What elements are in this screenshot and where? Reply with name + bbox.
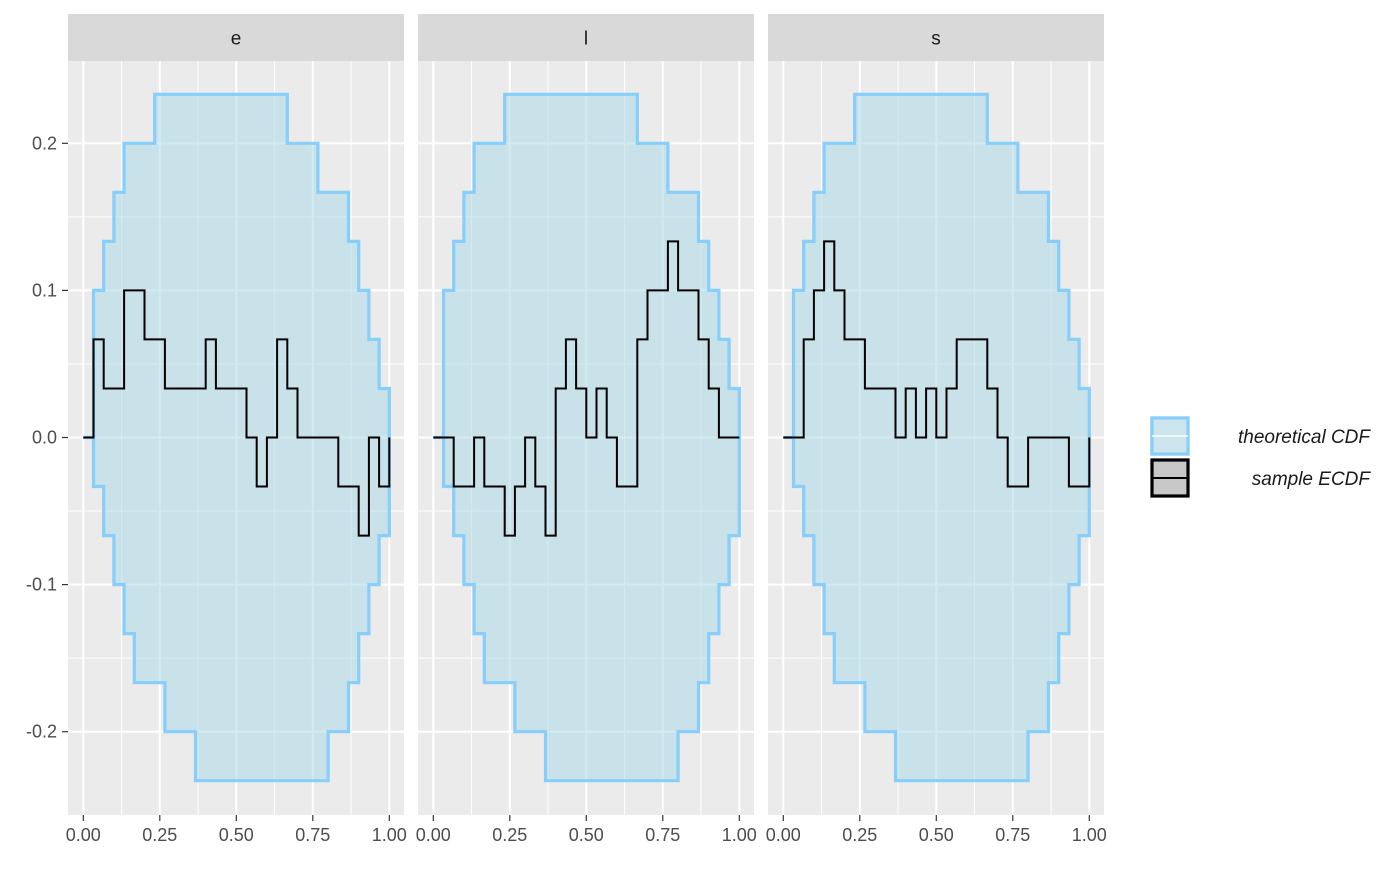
panel-l: l 0.00 0.25 0.50 0.75 1.00 <box>416 14 757 845</box>
x-tick-label: 0.00 <box>66 825 101 845</box>
strip-label-l: l <box>584 29 588 50</box>
x-tick-label: 0.25 <box>842 825 877 845</box>
x-tick-label: 0.50 <box>919 825 954 845</box>
strip-l <box>418 14 754 61</box>
panel-e: e 0.00 0.25 0.50 0.75 1.00 <box>66 14 407 845</box>
x-tick-label: 0.75 <box>645 825 680 845</box>
strip-label-s: s <box>931 29 941 50</box>
panel-s: s 0.00 0.25 0.50 0.75 1.00 <box>766 14 1107 845</box>
x-tick-label: 0.25 <box>492 825 527 845</box>
y-tick-label: -0.2 <box>26 722 57 742</box>
x-tick-label: 0.00 <box>766 825 801 845</box>
strip-e <box>68 14 404 61</box>
y-tick-label: 0.1 <box>32 280 57 300</box>
legend-label-sample-ecdf: sample ECDF <box>1252 469 1372 490</box>
x-tick-label: 0.00 <box>416 825 451 845</box>
sample-ecdf-line-s <box>783 240 1091 488</box>
x-tick-label: 0.75 <box>295 825 330 845</box>
y-tick-label: 0.0 <box>32 428 57 448</box>
y-tick-label: 0.2 <box>32 133 57 153</box>
x-tick-label: 1.00 <box>722 825 757 845</box>
legend-label-theoretical-cdf: theoretical CDF <box>1238 427 1371 448</box>
x-tick-label: 1.00 <box>1072 825 1107 845</box>
x-tick-label: 0.50 <box>219 825 254 845</box>
x-tick-label: 1.00 <box>372 825 407 845</box>
strip-label-e: e <box>231 29 242 50</box>
legend: theoretical CDF sample ECDF <box>1150 416 1371 498</box>
x-tick-label: 0.50 <box>569 825 604 845</box>
strip-s <box>768 14 1104 61</box>
sample-ecdf-line-l <box>433 240 740 537</box>
x-tick-label: 0.75 <box>995 825 1030 845</box>
sample-ecdf-line-e <box>83 289 391 537</box>
x-tick-label: 0.25 <box>142 825 177 845</box>
y-tick-label: -0.1 <box>26 575 57 595</box>
